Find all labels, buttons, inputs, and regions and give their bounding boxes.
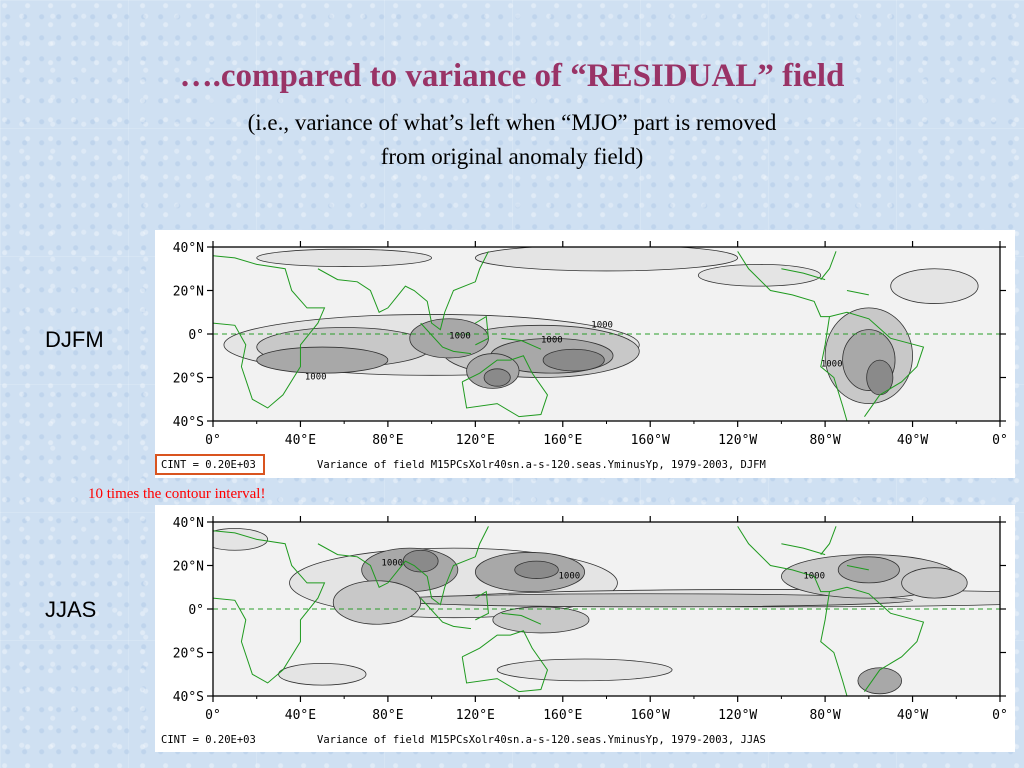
contour-region [278,662,367,686]
lon-tick-label: 0° [205,433,221,448]
coastline [820,526,837,555]
map-caption: Variance of field M15PCsXolr40sn.a-s-120… [317,734,766,746]
coastline [213,255,326,409]
coastline [317,526,489,606]
djfm-map-panel: 1000 1000 1000 1000 1000 40°N 20°N 0° 20°S 40°S 0°… [155,230,1015,478]
cint-label: CINT = 0.20E+03 [161,734,256,746]
lon-tick-label: 120°W [718,433,757,448]
coastline [420,322,472,355]
lon-tick-label: 80°W [809,433,840,448]
contour-region [332,580,422,625]
map-caption: Variance of field M15PCsXolr40sn.a-s-120… [317,459,766,471]
lat-tick-label: 0° [188,328,204,343]
contour-region [496,658,673,682]
coastline [846,565,869,571]
contour-value-label: 1000 [305,373,327,383]
contour-region [901,567,968,599]
jjas-map-panel: 1000 1000 1000 40°N 20°N 0° 20°S 40°S 0° 40°E 80°E… [155,505,1015,752]
slide-title: ….compared to variance of “RESIDUAL” fie… [179,58,845,94]
lon-tick-label: 160°E [543,708,582,723]
contour-region [256,346,389,374]
contour-interval-note: 10 times the contour interval! [88,486,266,502]
contour-region [697,264,822,287]
lat-tick-label: 20°N [173,560,204,575]
contour-value-label: 1000 [591,320,613,330]
coastline [461,355,549,418]
contour-value-label: 1000 [541,336,563,346]
contour-region [213,528,269,551]
lon-tick-label: 120°E [456,433,495,448]
contour-region [542,348,605,372]
lon-tick-label: 40°W [897,708,928,723]
coastline [420,597,472,630]
season-label-jjas: JJAS [45,597,97,622]
lat-tick-label: 20°S [173,372,204,387]
lon-tick-label: 120°E [456,708,495,723]
coastline [501,612,542,625]
coastline [781,543,826,556]
contour-value-label: 1000 [449,331,471,341]
coastline [461,630,549,693]
lat-tick-label: 40°N [173,516,204,531]
coastline [501,337,542,350]
lon-tick-label: 0° [992,433,1008,448]
coastline [820,251,837,280]
lat-tick-label: 40°S [173,690,204,705]
lat-tick-label: 20°S [173,647,204,662]
lon-tick-label: 80°W [809,708,840,723]
contour-region [890,268,979,304]
contour-region [256,248,433,267]
coastline [213,530,326,684]
contour-region [857,667,903,695]
contour-value-label: 1000 [821,360,843,370]
season-label-djfm: DJFM [45,327,104,352]
lon-tick-label: 40°E [285,433,316,448]
contour-region [837,556,900,584]
lat-tick-label: 40°N [173,241,204,256]
lat-tick-label: 40°S [173,415,204,430]
lat-tick-label: 0° [188,603,204,618]
coastline [475,315,489,346]
lon-tick-label: 0° [992,708,1008,723]
contour-region [483,368,511,387]
lon-tick-label: 0° [205,708,221,723]
coastline [737,251,848,421]
coastline [475,590,489,621]
lon-tick-label: 160°E [543,433,582,448]
coastline [781,268,826,281]
lon-tick-label: 80°E [372,708,403,723]
contour-value-label: 1000 [803,572,825,582]
slide-subtitle-line1: (i.e., variance of what’s left when “MJO… [247,110,777,135]
variance-shading: 1000 1000 1000 [213,526,1000,696]
lon-tick-label: 120°W [718,708,757,723]
lat-tick-label: 20°N [173,285,204,300]
coastline [737,526,848,696]
lon-tick-label: 80°E [372,433,403,448]
coastline [829,311,925,417]
coastline [317,251,489,331]
cint-label: CINT = 0.20E+03 [161,459,256,471]
coastline [846,290,869,296]
variance-shading: 1000 1000 1000 1000 1000 [213,247,1000,421]
lon-tick-label: 40°E [285,708,316,723]
lon-tick-label: 160°W [631,708,670,723]
contour-value-label: 1000 [558,572,580,582]
contour-value-label: 1000 [381,559,403,569]
coastline [829,586,925,692]
contour-region [492,606,590,634]
lon-tick-label: 40°W [897,433,928,448]
contour-region [474,247,739,272]
contour-region [514,560,559,579]
lon-tick-label: 160°W [631,433,670,448]
slide-subtitle-line2: from original anomaly field) [380,144,644,169]
contour-region [402,549,439,573]
cint-highlight-box [155,454,265,475]
